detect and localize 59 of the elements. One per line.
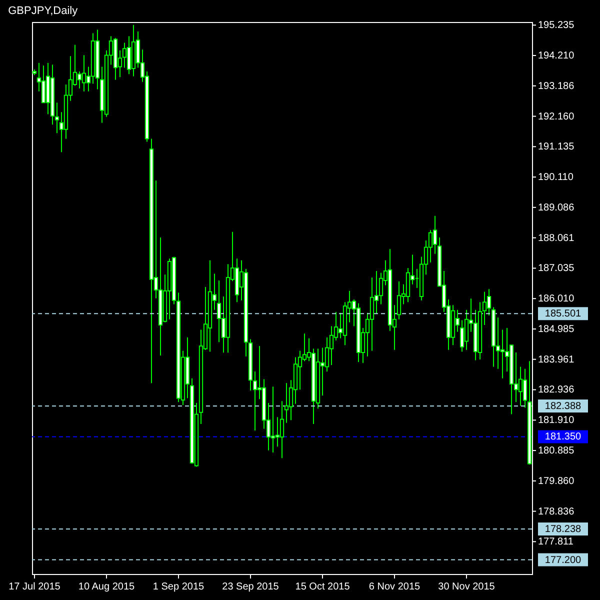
y-tick-label: 183.961 — [538, 354, 575, 366]
y-tick-label: 182.936 — [538, 384, 575, 396]
y-tick-label: 190.110 — [538, 172, 574, 184]
chart-title: GBPJPY,Daily — [8, 5, 78, 18]
y-tick-label: 180.885 — [538, 446, 575, 457]
y-tick-label: 188.061 — [538, 232, 575, 244]
candlestick — [329, 326, 334, 366]
x-tick-label: 1 Sep 2015 — [152, 582, 204, 592]
x-tick-label: 15 Oct 2015 — [295, 582, 350, 592]
candlestick — [460, 320, 464, 352]
x-tick-label: 6 Nov 2015 — [368, 582, 421, 592]
candlestick — [500, 329, 505, 379]
candlestick — [406, 268, 410, 303]
candlestick — [252, 371, 258, 432]
y-tick-label: 193.186 — [538, 80, 575, 92]
y-tick-label: 192.160 — [538, 111, 575, 122]
candlestick — [464, 309, 469, 350]
ref-line-label: 182.388 — [544, 400, 582, 412]
y-tick-label: 177.811 — [538, 536, 574, 548]
y-tick-label: 181.910 — [538, 415, 575, 426]
x-tick-label: 30 Nov 2015 — [438, 582, 496, 592]
candlestick — [41, 65, 46, 104]
candlestick — [396, 280, 402, 320]
ref-line-label: 178.238 — [544, 524, 582, 535]
candlestick — [270, 386, 276, 453]
candlestick — [284, 382, 289, 424]
y-tick-label: 191.135 — [538, 142, 575, 153]
x-tick-label: 17 Jul 2015 — [8, 582, 61, 592]
candlestick — [324, 336, 330, 372]
candlestick — [370, 277, 374, 352]
y-tick-label: 186.010 — [538, 294, 575, 305]
candlestick — [486, 288, 492, 316]
candlestick — [122, 42, 127, 68]
candlestick — [518, 366, 523, 406]
candlestick — [298, 350, 302, 390]
candlestick — [77, 71, 82, 89]
candlestick — [482, 291, 487, 326]
ref-line-label: 177.200 — [544, 554, 582, 566]
candlestick — [126, 36, 132, 75]
y-tick-label: 179.860 — [538, 476, 575, 487]
candlestick — [378, 272, 384, 305]
candlestick — [275, 416, 280, 448]
y-tick-label: 178.836 — [538, 506, 575, 518]
candlestick — [428, 230, 433, 263]
y-tick-label: 187.035 — [538, 263, 575, 274]
candlestick — [432, 215, 438, 254]
y-tick-label: 195.235 — [538, 20, 575, 32]
candlestick — [216, 280, 222, 343]
x-tick-label: 23 Sep 2015 — [222, 582, 280, 592]
y-tick-label: 184.985 — [538, 324, 575, 335]
candlestick — [522, 368, 528, 408]
y-tick-label: 194.210 — [538, 50, 575, 62]
ref-line-label: 185.501 — [544, 308, 582, 320]
y-tick-label: 189.086 — [538, 202, 575, 214]
candlestick — [54, 102, 60, 134]
candlestick — [82, 54, 86, 92]
candlestick — [280, 400, 284, 459]
ref-line-label: 181.350 — [544, 432, 582, 443]
x-tick-label: 10 Aug 2015 — [78, 582, 135, 592]
